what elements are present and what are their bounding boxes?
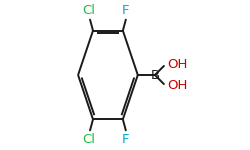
Text: B: B (150, 69, 160, 81)
Text: Cl: Cl (82, 133, 95, 146)
Text: F: F (122, 4, 130, 17)
Text: OH: OH (168, 58, 188, 71)
Text: Cl: Cl (82, 4, 95, 17)
Text: OH: OH (168, 79, 188, 92)
Text: F: F (122, 133, 130, 146)
